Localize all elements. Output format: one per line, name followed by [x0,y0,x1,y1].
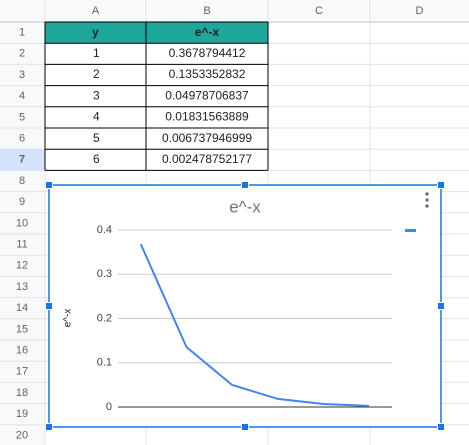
row-number[interactable]: 15 [16,323,28,335]
row-number[interactable]: 1 [19,27,25,39]
table-cell[interactable]: 1 [93,46,100,60]
row-number[interactable]: 17 [16,366,28,378]
resize-handle[interactable] [437,181,445,189]
resize-handle[interactable] [437,423,445,431]
chart-menu-dot[interactable] [425,192,429,196]
column-letter[interactable]: B [203,5,210,17]
table-cell[interactable]: 0.002478752177 [162,152,252,166]
row-number[interactable]: 6 [19,133,25,145]
resize-handle[interactable] [241,181,249,189]
chart-menu-dot[interactable] [425,204,429,208]
chart-menu-dot[interactable] [425,198,429,202]
row-number[interactable]: 5 [19,111,25,123]
table-header[interactable]: y [92,25,99,39]
column-letter[interactable]: A [92,5,100,17]
column-header-bar [0,0,469,22]
table-cell[interactable]: 3 [93,88,100,102]
chart-frame[interactable] [48,184,442,428]
table-header[interactable]: e^-x [195,25,220,39]
resize-handle[interactable] [45,423,53,431]
line-series [139,243,370,407]
row-number[interactable]: 11 [16,239,27,251]
y-tick-label: 0 [106,401,112,413]
row-number[interactable]: 20 [16,429,28,441]
y-tick-label: 0.2 [97,312,112,324]
table-cell[interactable]: 4 [93,110,100,124]
y-axis-title: e^-x [63,309,74,328]
resize-handle[interactable] [437,302,445,310]
chart-title: e^-x [229,197,261,216]
row-number[interactable]: 18 [16,387,28,399]
row-number[interactable]: 13 [16,281,28,293]
row-number[interactable]: 10 [16,217,28,229]
column-letter[interactable]: D [416,5,424,17]
table-cell[interactable]: 0.01831563889 [165,110,249,124]
legend-swatch [405,229,416,232]
row-number[interactable]: 9 [19,196,25,208]
table-cell[interactable]: 0.3678794412 [169,46,246,60]
resize-handle[interactable] [45,302,53,310]
table-cell[interactable]: 0.04978706837 [165,88,249,102]
row-number[interactable]: 2 [19,48,25,60]
table-cell[interactable]: 0.1353352832 [169,67,246,81]
column-letter[interactable]: C [315,5,323,17]
resize-handle[interactable] [241,423,249,431]
row-number[interactable]: 14 [16,302,28,314]
resize-handle[interactable] [45,181,53,189]
row-number[interactable]: 7 [19,154,25,166]
row-header-bar [0,0,45,445]
table-cell[interactable]: 2 [93,67,100,81]
y-tick-label: 0.4 [97,224,112,236]
table-cell[interactable]: 5 [93,131,100,145]
table-cell[interactable]: 0.006737946999 [162,131,252,145]
row-number[interactable]: 4 [19,90,25,102]
row-number[interactable]: 3 [19,69,25,81]
row-number[interactable]: 16 [16,345,28,357]
row-number[interactable]: 8 [19,175,25,187]
table-cell[interactable]: 6 [93,152,100,166]
selected-row-header [0,149,45,171]
table-header-fill [45,22,268,44]
row-number[interactable]: 12 [16,260,28,272]
row-number[interactable]: 19 [16,408,28,420]
y-tick-label: 0.3 [97,268,112,280]
y-tick-label: 0.1 [97,357,112,369]
